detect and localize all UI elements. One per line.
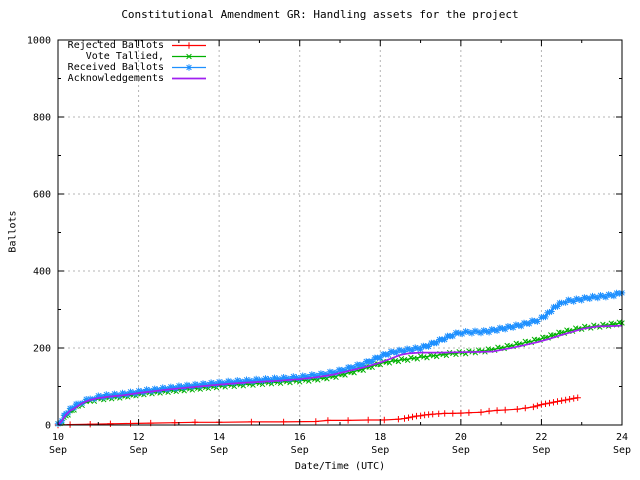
plot-border <box>57 39 623 426</box>
x-tick-label-day: 24 <box>616 432 628 443</box>
x-tick-label-day: 18 <box>374 432 386 443</box>
x-tick-label-month: Sep <box>613 445 631 456</box>
legend-sample-marker <box>185 64 193 71</box>
legend-label-vote-tallied: Vote Tallied, <box>85 51 164 62</box>
x-tick-label-month: Sep <box>291 445 309 456</box>
x-tick-label-day: 10 <box>52 432 64 443</box>
x-tick-label-month: Sep <box>532 445 550 456</box>
legend-sample-marker <box>186 53 192 60</box>
x-tick-label-month: Sep <box>49 445 67 456</box>
x-tick-label-day: 12 <box>133 432 145 443</box>
y-tick-label: 800 <box>33 113 51 124</box>
y-axis-label: Ballots <box>7 210 19 253</box>
axis-ticks <box>57 39 623 426</box>
legend-sample-star-icon <box>172 64 206 71</box>
legend-row-vote-tallied: Vote Tallied, <box>64 51 208 62</box>
x-tick-label-day: 20 <box>455 432 467 443</box>
y-tick-label: 0 <box>45 421 51 432</box>
series-markers-received-ballots <box>54 289 626 427</box>
y-tick-label: 1000 <box>27 36 51 47</box>
legend-sample-marker <box>185 42 193 49</box>
y-tick-label: 200 <box>33 344 51 355</box>
legend-row-acknowledgements: Acknowledgements <box>64 73 208 84</box>
legend-label-rejected-ballots: Rejected Ballots <box>67 40 164 51</box>
x-tick-label-month: Sep <box>452 445 470 456</box>
grid <box>58 40 622 425</box>
x-tick-label-day: 14 <box>213 432 225 443</box>
legend-sample-line-icon <box>172 77 206 80</box>
x-tick-label-month: Sep <box>371 445 389 456</box>
legend-label-received-ballots: Received Ballots <box>67 62 164 73</box>
series-acknowledgements <box>57 324 623 426</box>
legend: Rejected Ballots Vote Tallied, Received … <box>64 40 208 84</box>
x-tick-label-month: Sep <box>130 445 148 456</box>
legend-row-rejected-ballots: Rejected Ballots <box>64 40 208 51</box>
legend-sample-cross-icon <box>172 53 206 60</box>
series-rejected-ballots <box>54 394 581 429</box>
tick-labels: 10 Sep 12 Sep 14 Sep 16 Sep 18 Sep 20 Sep 22 Sep 24 Sep… <box>27 36 631 457</box>
x-tick-label-month: Sep <box>210 445 228 456</box>
x-tick-label-day: 22 <box>535 432 547 443</box>
y-tick-label: 600 <box>33 190 51 201</box>
series-received-ballots <box>54 289 626 427</box>
chart-title: Constitutional Amendment GR: Handling as… <box>121 8 519 21</box>
legend-sample-plus-icon <box>172 42 206 49</box>
series-line-acknowledgements <box>57 324 623 426</box>
series-line-rejected-ballots <box>57 397 578 426</box>
legend-row-received-ballots: Received Ballots <box>64 62 208 73</box>
y-tick-label: 400 <box>33 267 51 278</box>
x-axis-label: Date/Time (UTC) <box>294 461 386 472</box>
legend-label-acknowledgements: Acknowledgements <box>67 73 164 84</box>
x-tick-label-day: 16 <box>294 432 306 443</box>
